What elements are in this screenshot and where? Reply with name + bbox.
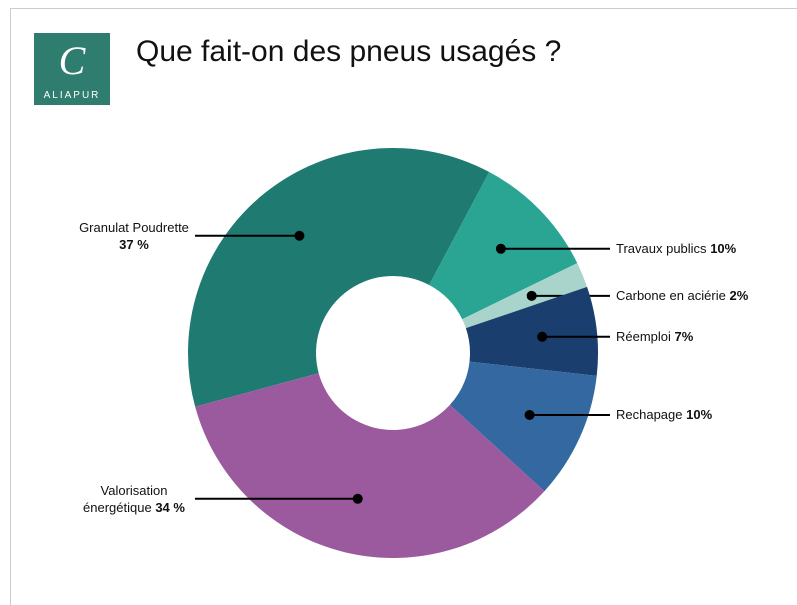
category-label: Travaux publics: [616, 240, 707, 256]
category-label: Granulat Poudrette: [79, 219, 189, 235]
category-label: Rechapage: [616, 406, 683, 422]
leader-dot: [294, 230, 305, 241]
leader-dot: [526, 290, 537, 301]
segment-label: Carbone en aciérie 2%: [616, 287, 748, 304]
donut-segment: [465, 286, 598, 376]
value-label: 37 %: [119, 236, 149, 252]
segment-label: Granulat Poudrette 37 %: [78, 219, 190, 253]
donut-segment: [449, 361, 597, 492]
value-label: 2%: [729, 287, 749, 303]
value-label: 10%: [710, 240, 737, 256]
segment-label: Travaux publics 10%: [616, 240, 736, 257]
donut-segment: [462, 263, 588, 329]
logo-text: ALIAPUR: [43, 90, 101, 101]
donut-segment: [187, 148, 490, 407]
category-label: Réemploi: [616, 328, 671, 344]
leader-dot: [537, 331, 548, 342]
leader-dot: [524, 409, 535, 420]
category-label: Carbone en aciérie: [616, 287, 726, 303]
chart-title: Que fait-on des pneus usagés ?: [136, 35, 562, 68]
donut-segment: [195, 373, 545, 558]
segment-label: Rechapage 10%: [616, 406, 712, 423]
slide-frame: [10, 8, 797, 605]
value-label: 10%: [686, 406, 713, 422]
segment-label: Valorisation énergétique 34 %: [78, 482, 190, 516]
logo: C ALIAPUR: [34, 33, 110, 105]
leader-dot: [495, 243, 506, 254]
segment-label: Réemploi 7%: [616, 328, 693, 345]
logo-mark: C: [58, 38, 86, 83]
leader-dot: [352, 493, 363, 504]
category-label: Valorisation énergétique: [83, 482, 168, 515]
value-label: 7%: [674, 328, 694, 344]
value-label: 34 %: [155, 499, 185, 515]
